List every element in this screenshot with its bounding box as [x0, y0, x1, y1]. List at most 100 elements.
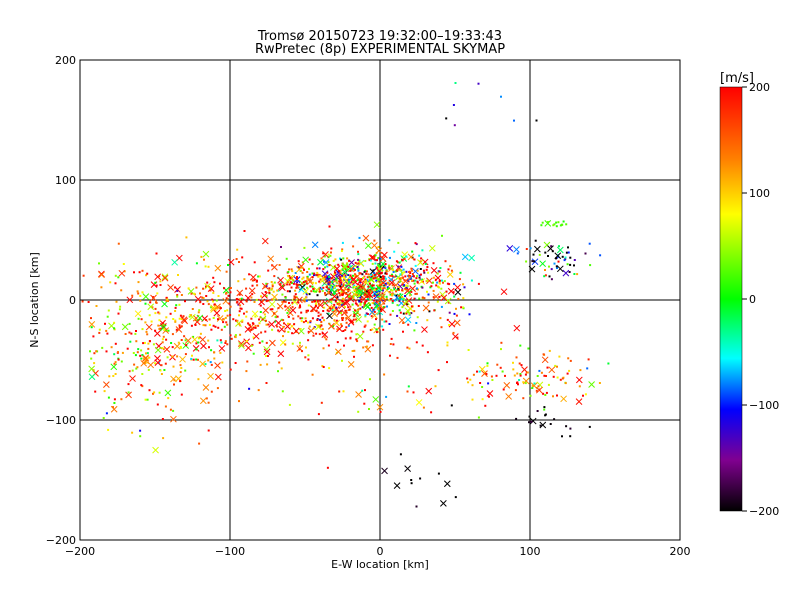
- scatter-point: [90, 326, 93, 329]
- scatter-point: [584, 393, 587, 396]
- scatter-point: [245, 315, 248, 318]
- scatter-point: [240, 307, 243, 310]
- scatter-point: [162, 437, 165, 440]
- scatter-point: [375, 291, 378, 294]
- scatter-point: [369, 329, 372, 331]
- scatter-point: [359, 303, 362, 306]
- scatter-point: [311, 241, 319, 249]
- scatter-point: [388, 267, 391, 270]
- scatter-point: [306, 286, 309, 289]
- scatter-point: [516, 382, 518, 384]
- scatter-point: [428, 310, 431, 313]
- scatter-point: [125, 391, 132, 399]
- scatter-point: [370, 315, 373, 318]
- scatter-point: [450, 404, 453, 407]
- x-tick-label: 0: [377, 545, 384, 558]
- scatter-point: [345, 317, 348, 320]
- scatter-point: [245, 287, 248, 290]
- scatter-point: [120, 360, 123, 363]
- scatter-point: [538, 253, 541, 256]
- scatter-point: [402, 298, 410, 306]
- scatter-point: [531, 384, 534, 387]
- scatter-point: [439, 267, 442, 269]
- scatter-point: [358, 313, 361, 316]
- scatter-point: [341, 303, 344, 306]
- scatter-point: [336, 308, 344, 316]
- scatter-point: [512, 368, 515, 371]
- scatter-point: [558, 355, 561, 358]
- scatter-point: [319, 277, 326, 284]
- scatter-point: [382, 277, 385, 280]
- scatter-point: [165, 316, 168, 319]
- scatter-point: [291, 298, 299, 306]
- scatter-point: [561, 255, 564, 258]
- scatter-point: [226, 314, 229, 317]
- scatter-point: [304, 356, 307, 359]
- scatter-point: [252, 352, 255, 355]
- scatter-point: [335, 277, 338, 280]
- scatter-point: [104, 322, 106, 325]
- scatter-point: [397, 287, 400, 290]
- scatter-point: [227, 264, 229, 266]
- scatter-point: [357, 258, 360, 261]
- scatter-point: [87, 301, 90, 303]
- scatter-point: [513, 119, 515, 122]
- scatter-point: [376, 294, 378, 296]
- scatter-point: [223, 325, 226, 328]
- scatter-point: [377, 263, 380, 266]
- scatter-point: [283, 300, 285, 303]
- scatter-point: [302, 256, 310, 264]
- scatter-point: [94, 390, 97, 393]
- scatter-point: [302, 276, 305, 279]
- scatter-point: [555, 265, 558, 268]
- scatter-point: [253, 301, 256, 303]
- scatter-point: [348, 308, 351, 311]
- scatter-point: [543, 374, 546, 377]
- scatter-point: [557, 221, 560, 224]
- plot-frame: [79, 59, 681, 541]
- scatter-point: [260, 295, 262, 298]
- scatter-point: [373, 310, 376, 313]
- scatter-point: [502, 388, 505, 391]
- scatter-point: [352, 321, 354, 324]
- scatter-point: [415, 399, 423, 406]
- scatter-point: [385, 277, 387, 280]
- scatter-point: [522, 381, 525, 384]
- scatter-point: [386, 286, 389, 289]
- scatter-point: [356, 340, 359, 343]
- scatter-point: [587, 358, 590, 361]
- scatter-point: [284, 343, 287, 346]
- scatter-point: [177, 274, 179, 276]
- scatter-point: [299, 317, 302, 320]
- scatter-point: [152, 343, 155, 346]
- chart-subtitle: RwPretec (8p) EXPERIMENTAL SKYMAP: [255, 42, 505, 57]
- scatter-point: [139, 429, 142, 432]
- scatter-point: [158, 275, 161, 278]
- scatter-point: [212, 291, 215, 294]
- scatter-point: [312, 281, 315, 284]
- scatter-point: [539, 260, 546, 268]
- scatter-point: [148, 314, 151, 317]
- scatter-point: [347, 290, 350, 293]
- scatter-point: [476, 370, 478, 373]
- scatter-point: [113, 328, 116, 331]
- scatter-point: [347, 361, 355, 368]
- scatter-point: [356, 279, 359, 282]
- scatter-point: [313, 274, 315, 277]
- scatter-point: [503, 381, 511, 389]
- scatter-point: [558, 245, 560, 248]
- scatter-point: [582, 394, 584, 397]
- scatter-point: [528, 415, 531, 418]
- scatter-point: [413, 310, 416, 313]
- scatter-point: [471, 384, 474, 387]
- scatter-point: [216, 307, 219, 310]
- scatter-point: [279, 284, 286, 292]
- scatter-point: [542, 392, 545, 395]
- scatter-point: [144, 321, 147, 324]
- scatter-point: [365, 345, 368, 348]
- scatter-point: [408, 276, 411, 279]
- scatter-point: [210, 390, 213, 393]
- scatter-point: [533, 260, 536, 263]
- scatter-point: [290, 282, 293, 284]
- scatter-point: [373, 288, 376, 291]
